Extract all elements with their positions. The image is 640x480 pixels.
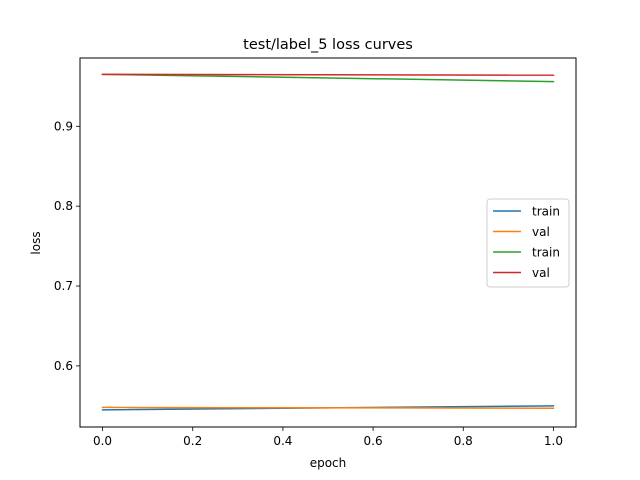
legend: train val train val <box>486 198 570 288</box>
y-tick-label: 0.8 <box>54 199 73 213</box>
y-tick-label: 0.7 <box>54 279 73 293</box>
x-axis: 0.0 0.2 0.4 0.6 0.8 1.0 <box>93 427 563 448</box>
y-tick-label: 0.9 <box>54 119 73 133</box>
series-line-3 <box>101 73 555 83</box>
chart-title: test/label_5 loss curves <box>243 37 413 53</box>
y-tick-label: 0.6 <box>54 359 73 373</box>
x-tick-label: 0.4 <box>273 434 292 448</box>
x-tick-label: 1.0 <box>544 434 563 448</box>
legend-label-2: val <box>532 225 550 239</box>
plot-frame <box>79 57 577 428</box>
legend-box <box>486 198 570 288</box>
legend-label-4: val <box>532 266 550 280</box>
y-axis: 0.6 0.7 0.8 0.9 <box>54 119 80 373</box>
series-line-2 <box>101 406 555 409</box>
legend-label-1: train <box>532 205 560 219</box>
x-tick-label: 0.0 <box>93 434 112 448</box>
x-tick-label: 0.2 <box>183 434 202 448</box>
x-tick-label: 0.6 <box>364 434 383 448</box>
series-layer <box>101 73 555 411</box>
series-line-4 <box>101 73 555 76</box>
x-axis-label: epoch <box>310 456 347 470</box>
legend-label-3: train <box>532 246 560 260</box>
x-tick-label: 0.8 <box>454 434 473 448</box>
y-axis-label: loss <box>29 231 43 254</box>
